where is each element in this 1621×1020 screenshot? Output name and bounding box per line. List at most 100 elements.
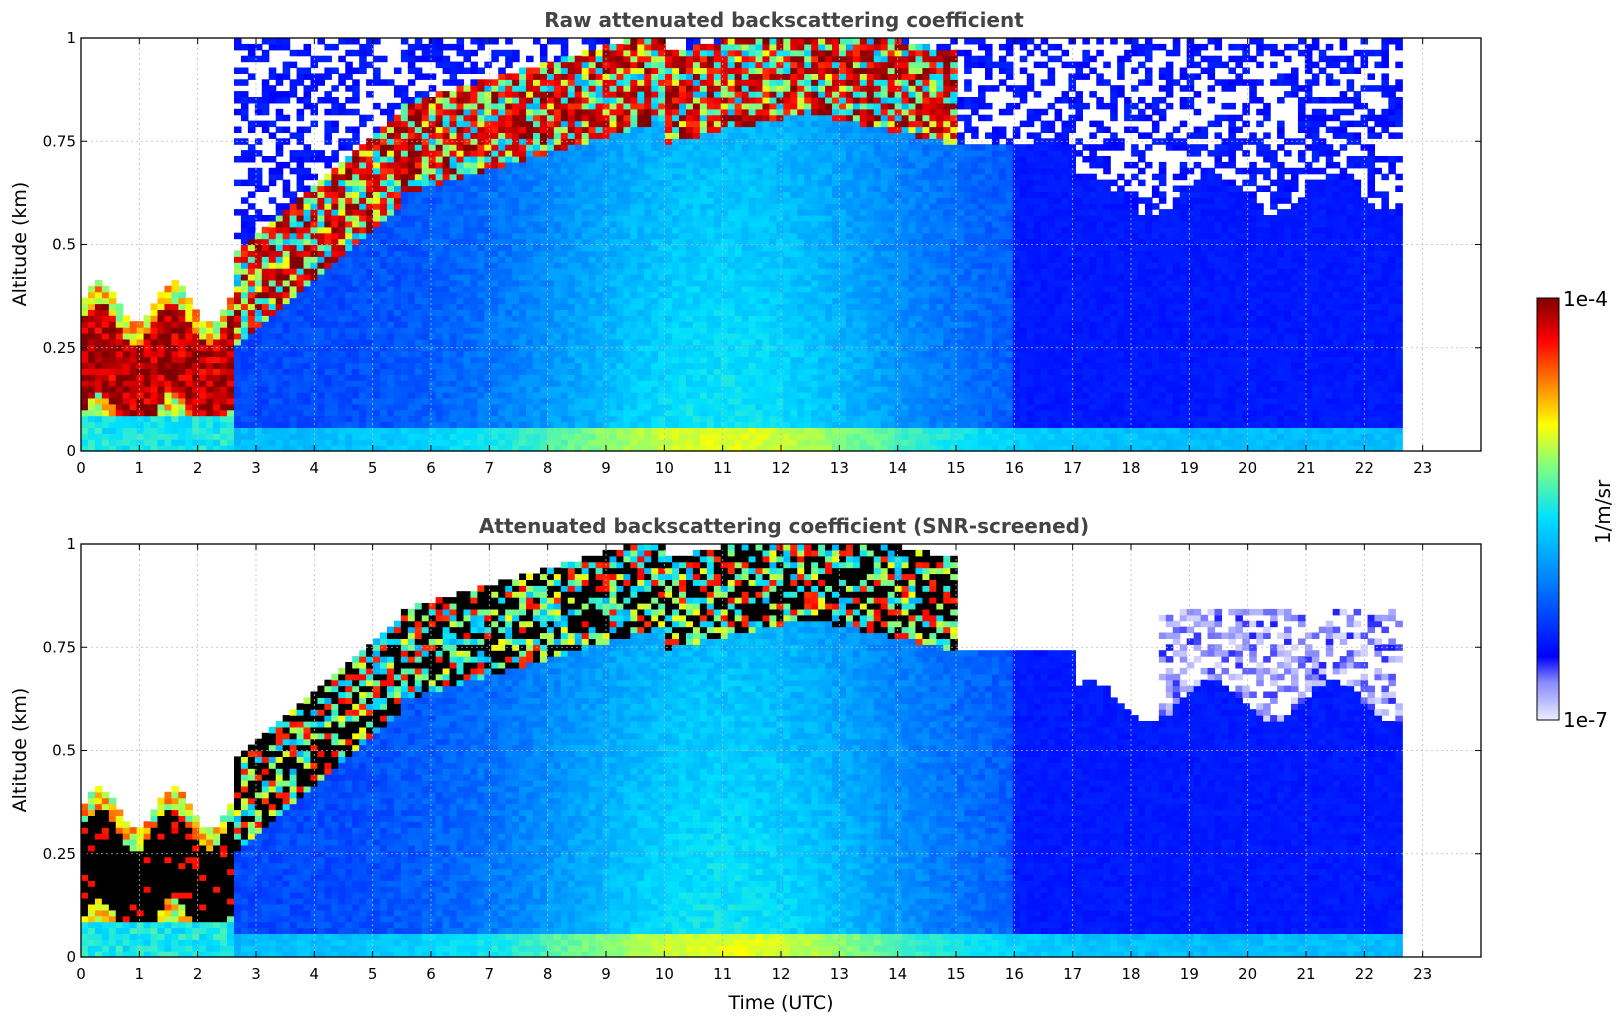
heatmap-cell [442,250,451,257]
heatmap-cell [178,409,186,417]
heatmap-cell [512,368,520,375]
heatmap-cell [533,67,541,74]
heatmap-cell [505,403,513,411]
heatmap-cell [359,392,367,399]
heatmap-cell [108,397,117,405]
heatmap-cell [324,173,332,181]
heatmap-cell [505,191,513,198]
heatmap-cell [289,268,298,275]
heatmap-cell [380,185,388,192]
heatmap-cell [637,238,645,246]
heatmap-cell [637,144,645,151]
heatmap-cell [574,321,583,328]
heatmap-cell [261,362,270,369]
heatmap-cell [581,209,590,216]
heatmap-cell [87,439,96,446]
heatmap-cell [644,309,652,316]
heatmap-cell [400,380,409,387]
heatmap-cell [435,138,444,145]
heatmap-cell [567,350,576,358]
heatmap-cell [324,368,332,375]
heatmap-cell [512,91,520,98]
heatmap-cell [303,362,312,369]
heatmap-cell [665,215,673,222]
heatmap-cell [574,161,583,169]
heatmap-cell [421,274,430,281]
heatmap-cell [553,279,562,287]
heatmap-cell [505,102,513,110]
heatmap-cell [644,144,652,151]
heatmap-cell [254,173,263,181]
heatmap-cell [386,156,395,163]
heatmap-cell [644,262,652,269]
heatmap-cell [101,338,110,346]
heatmap-cell [644,333,652,340]
heatmap-cell [588,79,597,86]
heatmap-cell [157,303,166,310]
heatmap-cell [345,309,353,316]
heatmap-cell [644,161,652,169]
heatmap-cell [581,392,590,399]
heatmap-cell [449,303,458,310]
heatmap-cell [386,356,395,364]
heatmap-cell [192,374,200,381]
heatmap-cell [338,397,346,405]
heatmap-cell [658,333,666,340]
heatmap-cell [692,197,701,204]
heatmap-cell [491,256,499,263]
heatmap-cell [345,173,353,181]
heatmap-cell [567,445,576,452]
heatmap-cell [296,279,305,287]
heatmap-cell [651,350,659,358]
heatmap-cell [595,285,604,293]
heatmap-cell [303,256,312,263]
heatmap-cell [254,179,263,187]
heatmap-cell [220,409,228,417]
heatmap-cell [414,256,423,263]
heatmap-cell [233,285,242,293]
heatmap-cell [268,274,277,281]
heatmap-cell [692,327,701,334]
heatmap-cell [658,220,666,228]
heatmap-cell [407,215,416,222]
heatmap-cell [136,344,145,352]
heatmap-cell [310,209,319,216]
heatmap-cell [699,97,708,104]
heatmap-cell [400,356,409,364]
heatmap-cell [192,386,200,393]
heatmap-cell [407,327,416,334]
heatmap-cell [192,356,200,364]
heatmap-cell [679,427,687,434]
heatmap-cell [685,126,694,133]
heatmap-cell [505,338,513,346]
heatmap-cell [672,73,680,80]
heatmap-cell [616,220,624,228]
heatmap-cell [136,374,145,381]
heatmap-cell [651,291,659,299]
heatmap-cell [428,226,437,234]
heatmap-cell [616,433,624,440]
heatmap-cell [609,173,618,181]
heatmap-cell [185,356,193,364]
heatmap-cell [206,374,214,381]
heatmap-cell [637,356,645,364]
heatmap-cell [386,445,395,452]
heatmap-cell [192,421,200,428]
heatmap-cell [512,409,520,417]
heatmap-cell [463,374,472,381]
heatmap-cell [296,344,305,352]
heatmap-cell [567,79,576,86]
heatmap-cell [526,392,534,399]
heatmap-cell [616,303,624,310]
heatmap-cell [442,79,451,86]
heatmap-cell [581,73,590,80]
heatmap-cell [665,274,673,281]
heatmap-cell [331,415,339,423]
heatmap-cell [637,220,645,228]
heatmap-cell [240,309,249,316]
heatmap-cell [261,392,270,399]
heatmap-cell [470,244,478,251]
heatmap-cell [685,132,694,139]
heatmap-cell [595,167,604,175]
heatmap-cell [289,61,298,69]
